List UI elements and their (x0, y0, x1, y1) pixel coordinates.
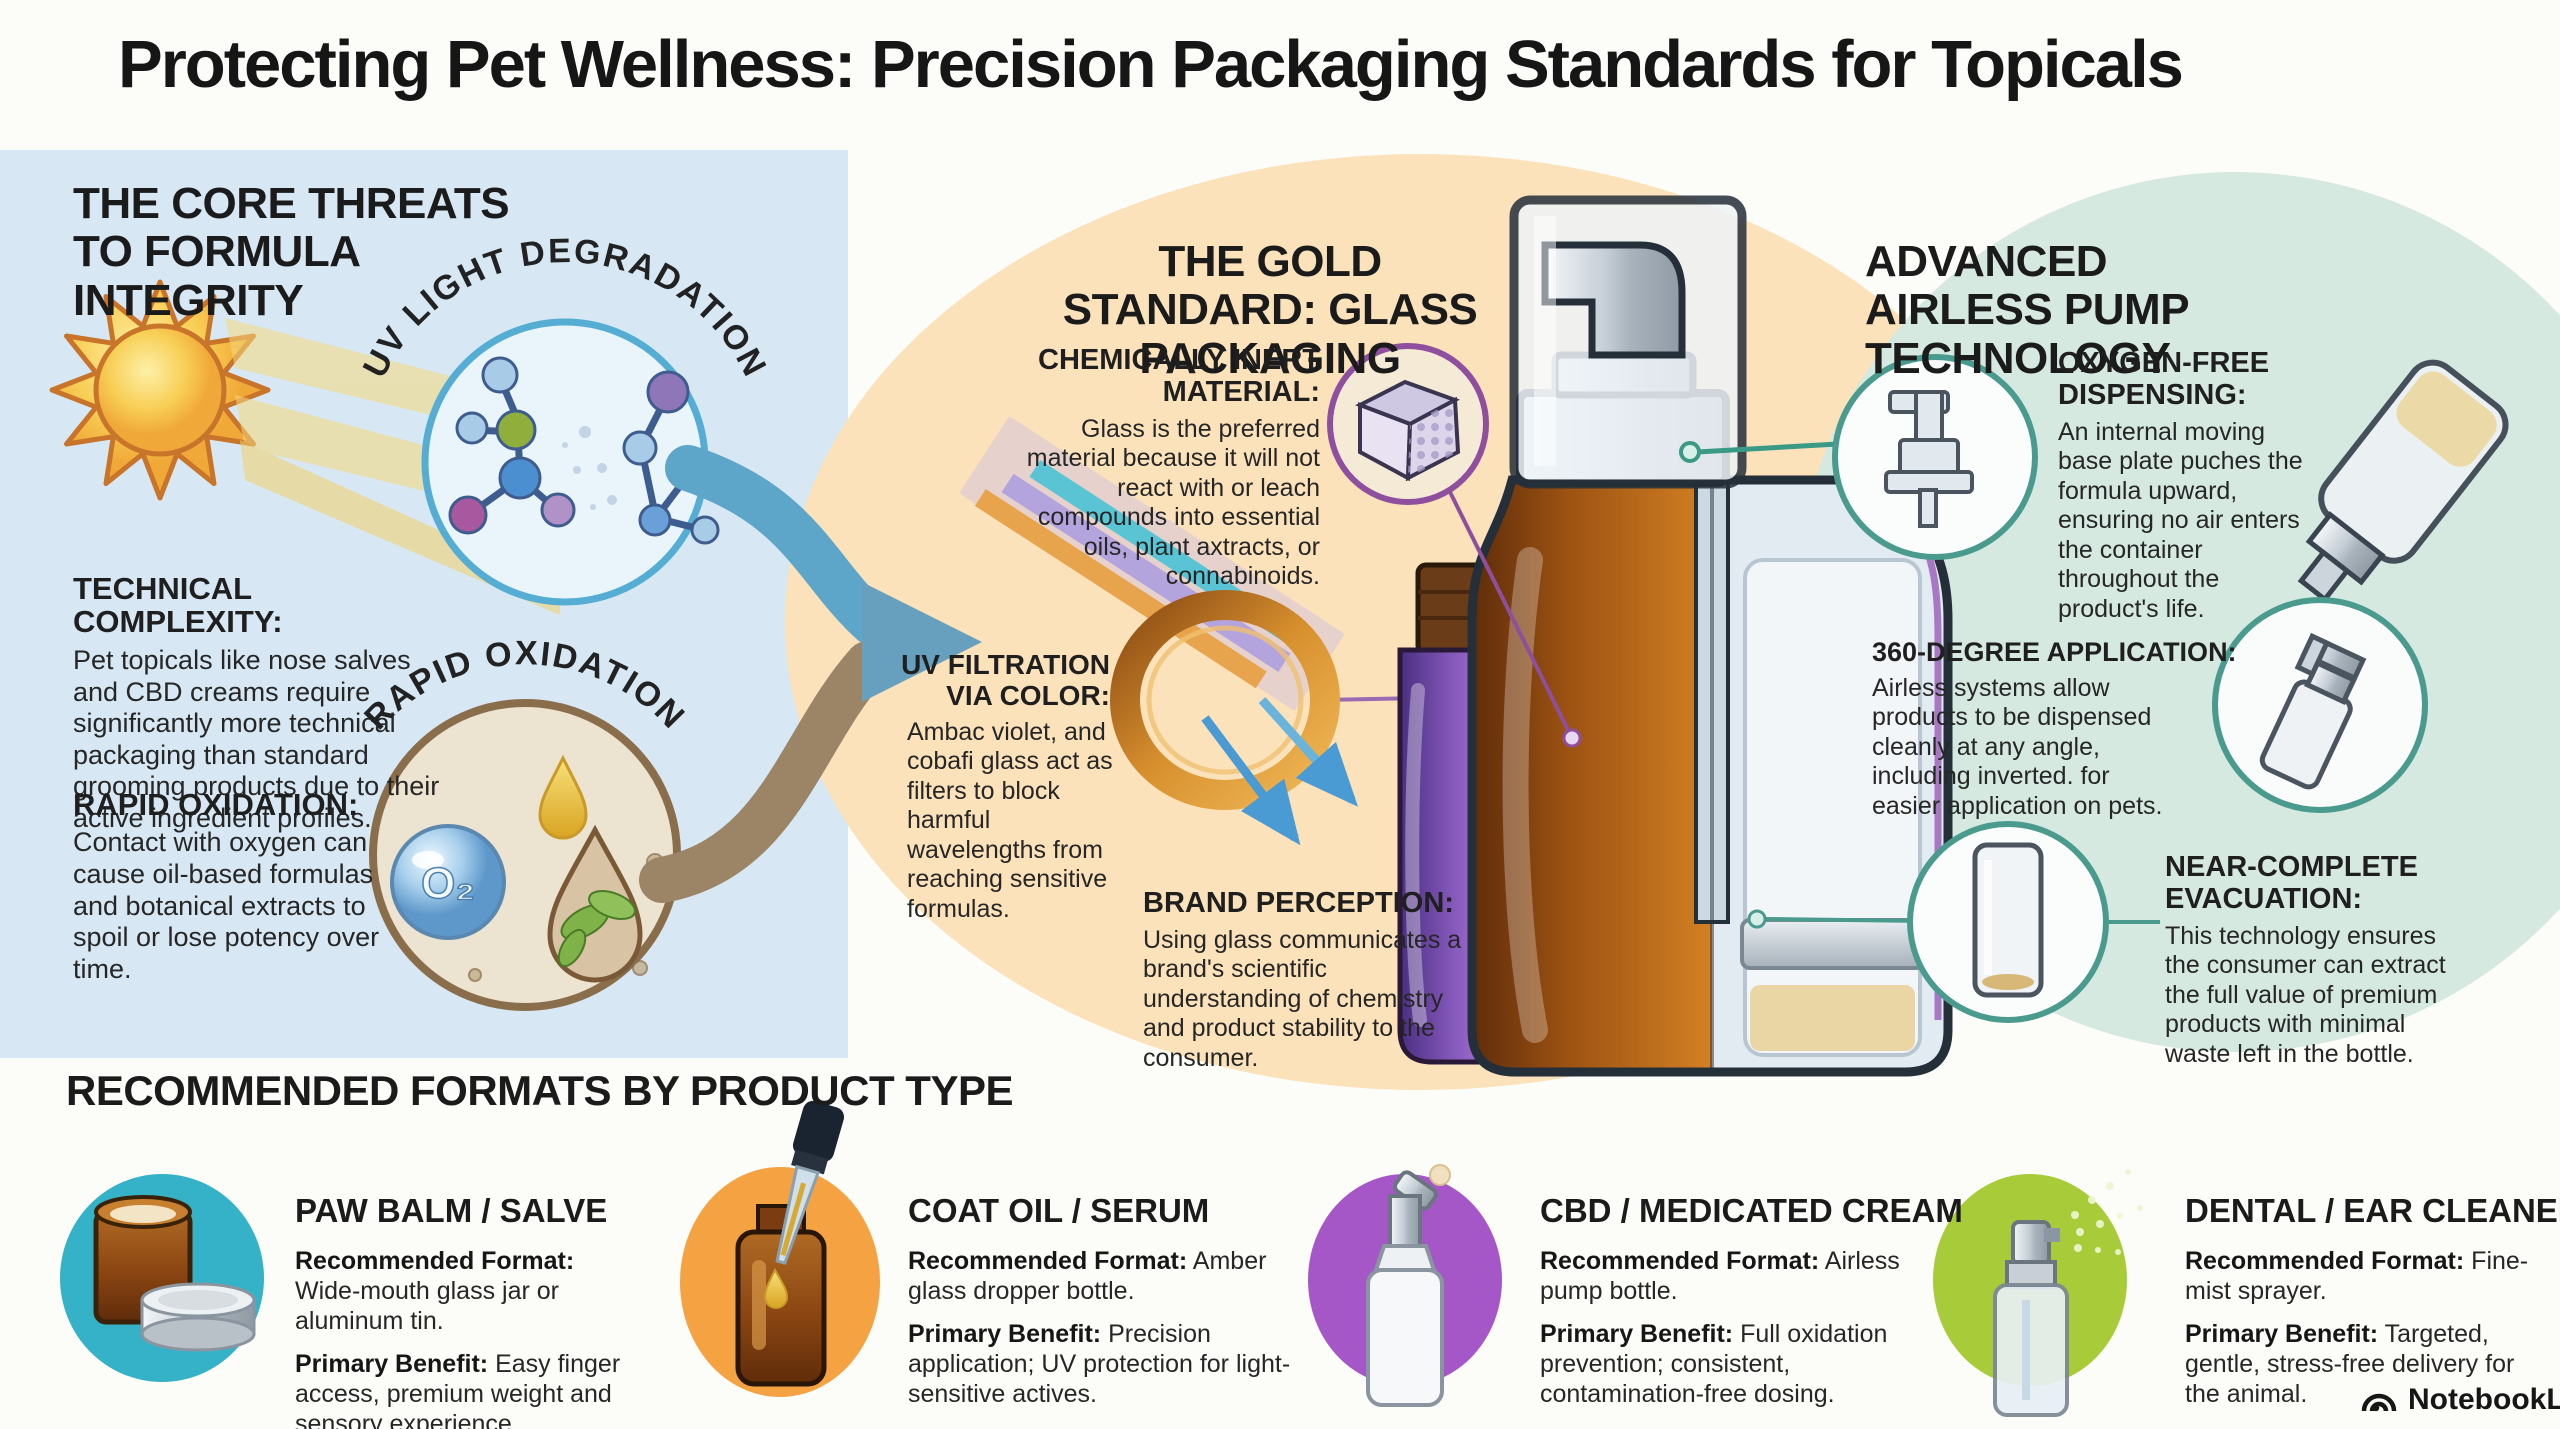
paw-balm-circle-icon (60, 1174, 264, 1382)
rapid-oxidation-block: RAPID OXIDATION: Contact with oxygen can… (73, 788, 413, 985)
pump-actuator (1541, 241, 1686, 359)
uv-filtration-body: Ambac violet, and cobafi glass act as fi… (907, 717, 1113, 923)
technical-complexity-heading: TECHNICAL COMPLEXITY: (73, 571, 283, 640)
recommended-format-value: Airless pump bottle. (1540, 1247, 1900, 1305)
merge-arrows (639, 445, 982, 903)
primary-benefit-value: Precision application; UV protection for… (908, 1320, 1291, 1408)
formats-heading: RECOMMENDED FORMATS BY PRODUCT TYPE (66, 1067, 1013, 1114)
format-item-name: CBD / MEDICATED CREAM (1540, 1192, 1963, 1229)
evacuation-heading: NEAR-COMPLETE EVACUATION: (2165, 851, 2418, 915)
format-item-dental-cleaner: DENTAL / EAR CLEANER Recommended Format:… (2185, 1192, 2560, 1422)
technical-complexity-body: Pet topicals like nose salves and CBD cr… (73, 644, 440, 833)
technical-complexity-block: TECHNICAL COMPLEXITY: Pet topicals like … (73, 572, 441, 834)
mist-spray (2071, 1169, 2143, 1255)
uv-filtration-heading: UV FILTRATION VIA COLOR: (901, 649, 1110, 711)
degree-360-body: Airless systems allow products to be dis… (1872, 673, 2163, 820)
recommended-format-value: Amber glass dropper bottle. (908, 1247, 1267, 1305)
brand-perception-heading: BRAND PERCEPTION: (1143, 887, 1454, 919)
o2-label: O₂ (421, 859, 475, 908)
recommended-format-label: Recommended Format: (908, 1247, 1188, 1275)
oil-droplet-icon (538, 754, 588, 840)
degree-360-block: 360-DEGREE APPLICATION: Airless systems … (1872, 637, 2237, 821)
primary-benefit-label: Primary Benefit: (1540, 1320, 1734, 1348)
watermark: NotebookLM (2358, 1382, 2560, 1418)
rapid-oxidation-heading: RAPID OXIDATION: (73, 787, 359, 822)
watermark-label: NotebookLM (2408, 1383, 2560, 1416)
inert-material-block: CHEMICALLY INERT MATERIAL: Glass is the … (1010, 344, 1320, 592)
oxygen-free-body: An internal moving base plate puches the… (2058, 417, 2303, 623)
sun-icon (49, 279, 271, 501)
brand-perception-block: BRAND PERCEPTION: Using glass communicat… (1143, 887, 1463, 1073)
moving-base-plate (1740, 918, 1926, 970)
recommended-format-value: Fine-mist sprayer. (2185, 1247, 2529, 1305)
oxygen-free-block: OXYGEN-FREE DISPENSING: An internal movi… (2058, 347, 2313, 624)
cbd-cream-circle-icon (1308, 1164, 1502, 1407)
primary-benefit-label: Primary Benefit: (2185, 1320, 2379, 1348)
recommended-format-label: Recommended Format: (2185, 1247, 2465, 1275)
recommended-format-label: Recommended Format: (295, 1247, 575, 1275)
evacuation-body: This technology ensures the consumer can… (2165, 921, 2446, 1068)
glass-material-magnifier-icon (1327, 343, 1582, 748)
leaf-icon (557, 890, 636, 968)
residue (1982, 974, 2034, 990)
cream-drop (1429, 1164, 1451, 1186)
uv-beams (959, 416, 1345, 712)
format-item-name: DENTAL / EAR CLEANER (2185, 1192, 2560, 1229)
inert-material-body: Glass is the preferred material because … (1026, 414, 1320, 591)
format-item-name: COAT OIL / SERUM (908, 1192, 1210, 1229)
primary-benefit-value: Targeted, gentle, stress-free delivery f… (2185, 1320, 2515, 1408)
inert-material-heading: CHEMICALLY INERT MATERIAL: (1038, 344, 1320, 408)
oxidation-circle: O₂ (369, 699, 681, 1011)
oxygen-free-connector (1679, 441, 1839, 463)
rapid-oxidation-body: Contact with oxygen can cause oil-based … (73, 827, 380, 984)
pump-cutaway-circle-icon (1832, 354, 2038, 560)
inverted-bottle-icon (2297, 359, 2509, 603)
evacuation-block: NEAR-COMPLETE EVACUATION: This technolog… (2165, 851, 2465, 1069)
primary-benefit-value: Easy finger access, premium weight and s… (295, 1350, 621, 1429)
formula-liquid (1750, 985, 1915, 1051)
dental-cleaner-circle-icon (1933, 1169, 2143, 1417)
oxygen-free-heading: OXYGEN-FREE DISPENSING: (2058, 347, 2270, 411)
glass-heading: THE GOLD STANDARD: GLASS PACKAGING (1062, 237, 1478, 383)
amber-ring-lens-icon (1110, 590, 1471, 810)
primary-benefit-value: Full oxidation prevention; consistent, c… (1540, 1320, 1888, 1408)
recommended-format-value: Wide-mouth glass jar or aluminum tin. (295, 1277, 559, 1335)
uv-filtration-block: UV FILTRATION VIA COLOR: Ambac violet, a… (880, 649, 1113, 924)
recommended-format-label: Recommended Format: (1540, 1247, 1820, 1275)
format-item-paw-balm: PAW BALM / SALVE Recommended Format: Wid… (295, 1192, 627, 1429)
format-item-name: PAW BALM / SALVE (295, 1192, 608, 1229)
uv-degradation-circle (421, 318, 720, 606)
primary-benefit-label: Primary Benefit: (295, 1350, 489, 1378)
format-item-coat-oil: COAT OIL / SERUM Recommended Format: Amb… (908, 1192, 1298, 1422)
evacuation-circle-icon (1907, 821, 2109, 1023)
format-item-cbd-cream: CBD / MEDICATED CREAM Recommended Format… (1540, 1192, 1963, 1422)
degree-360-heading: 360-DEGREE APPLICATION: (1872, 637, 2237, 667)
360-application-circle-icon (2212, 597, 2428, 813)
airless-heading: ADVANCED AIRLESS PUMP TECHNOLOGY (1865, 237, 2189, 383)
primary-benefit-label: Primary Benefit: (908, 1320, 1102, 1348)
page-title: Protecting Pet Wellness: Precision Packa… (118, 27, 2184, 102)
filtered-uv-arrows (1201, 696, 1359, 846)
main-pump-bottle (1472, 195, 1948, 1072)
brand-perception-body: Using glass communicates a brand's scien… (1143, 925, 1462, 1072)
notebooklm-logo-icon (2361, 1393, 2397, 1412)
coat-oil-circle-icon (680, 1100, 880, 1397)
threats-heading: THE CORE THREATS TO FORMULA INTEGRITY (73, 179, 510, 325)
pipette-icon (775, 1100, 845, 1265)
molecule-fragments (562, 426, 617, 510)
